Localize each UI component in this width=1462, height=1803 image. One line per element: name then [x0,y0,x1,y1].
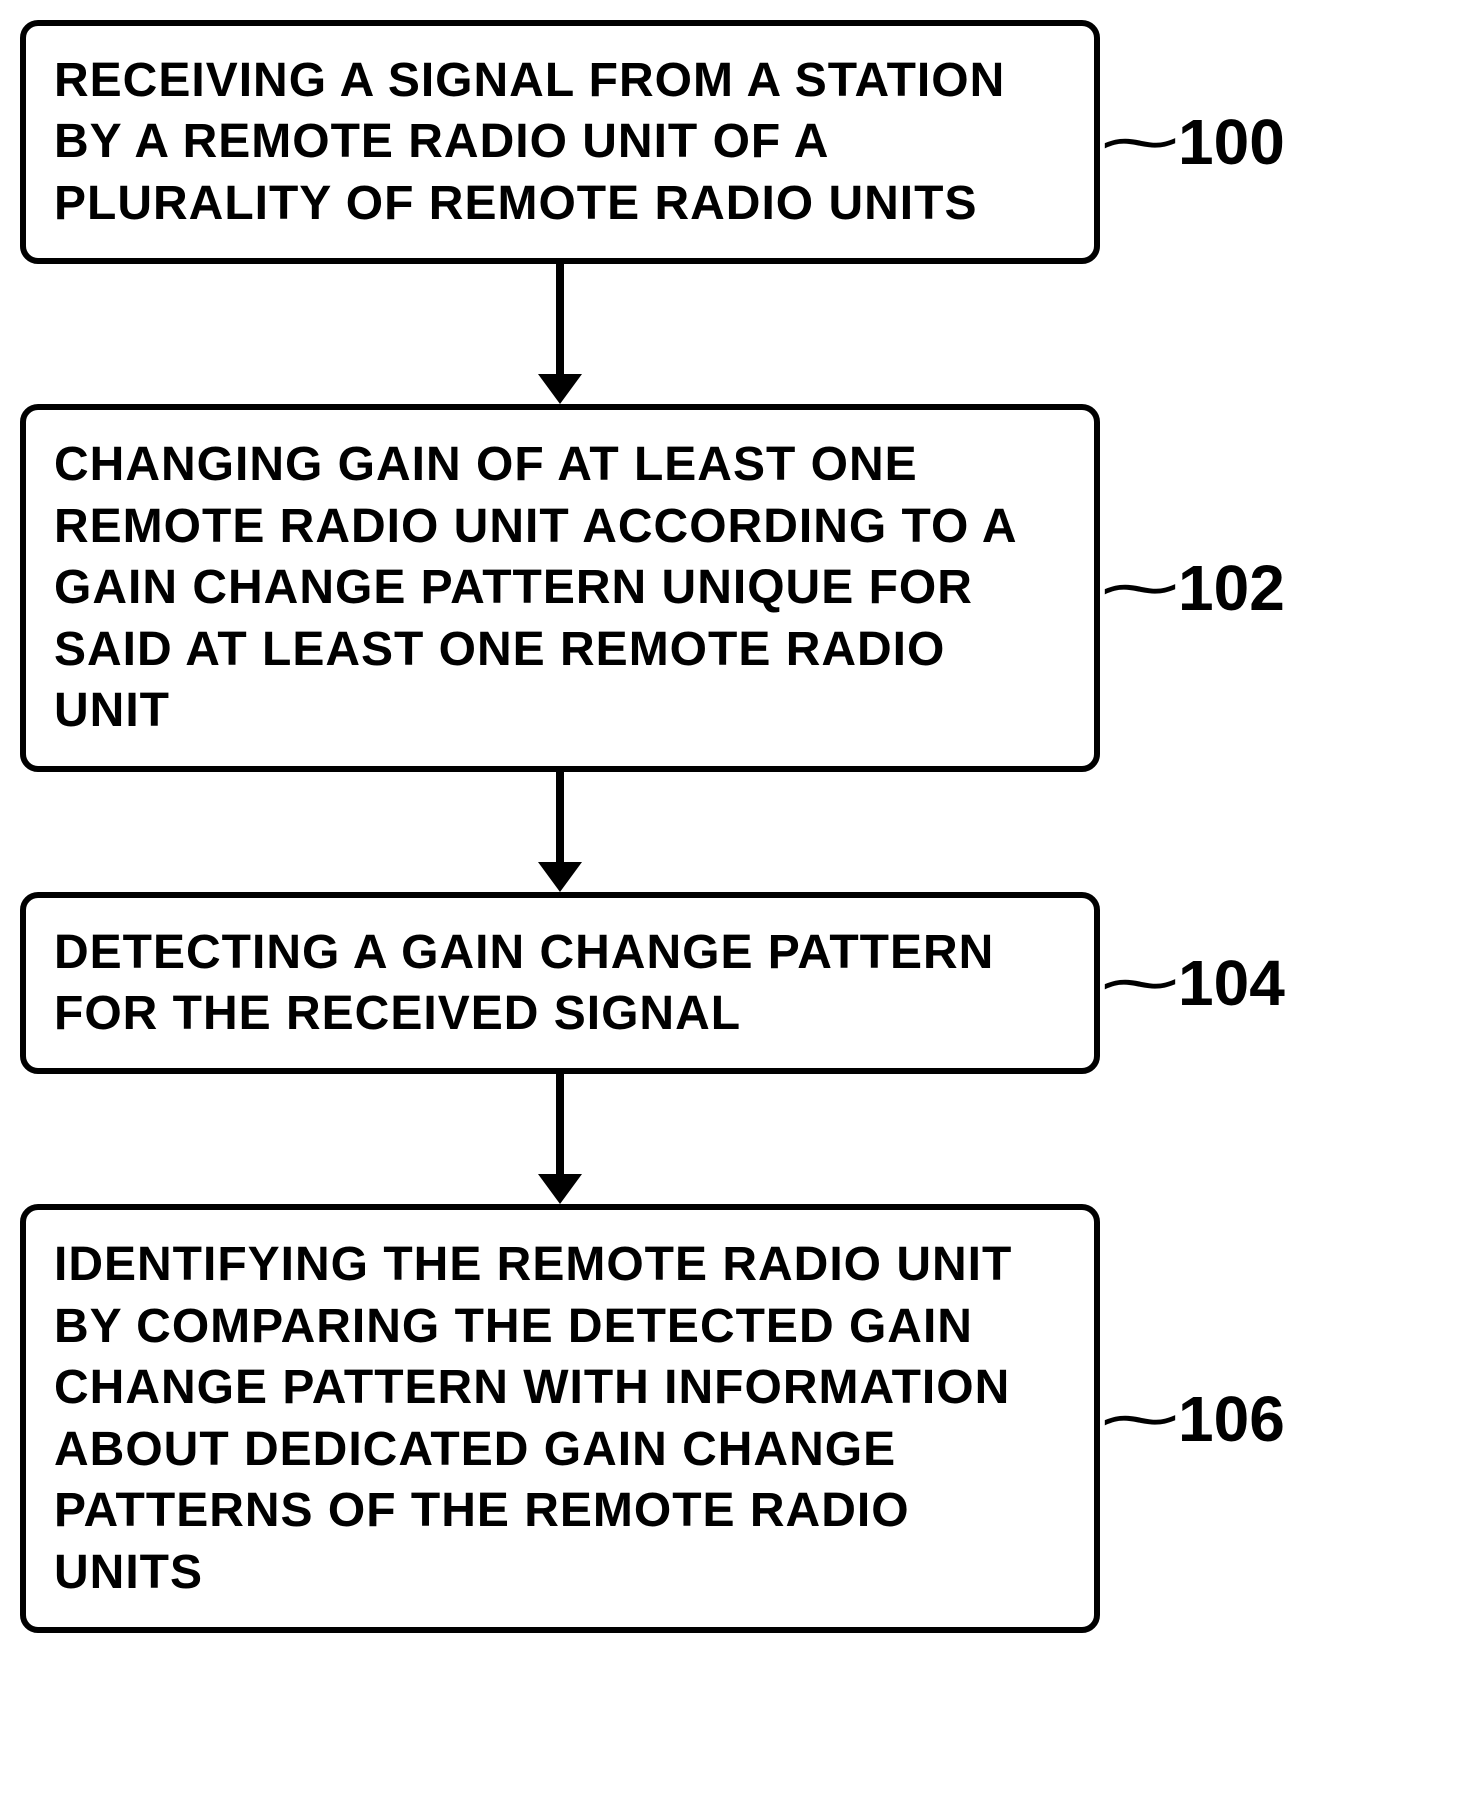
step-box-1: CHANGING GAIN OF AT LEAST ONE REMOTE RAD… [20,404,1100,771]
arrow-0 [538,264,582,404]
step-label-2: 104 [1178,946,1285,1020]
step-row-0: RECEIVING A SIGNAL FROM A STATION BY A R… [20,20,1285,264]
step-text-3: IDENTIFYING THE REMOTE RADIO UNIT BY COM… [54,1234,1066,1603]
arrow-line-2 [556,1074,564,1174]
curve-mark-3: ⁓ [1101,1384,1179,1454]
arrow-line-0 [556,264,564,374]
step-text-0: RECEIVING A SIGNAL FROM A STATION BY A R… [54,50,1066,234]
arrow-head-icon [538,862,582,892]
arrow-line-1 [556,772,564,862]
arrow-head-icon [538,374,582,404]
label-group-2: ⁓ 104 [1110,946,1285,1020]
step-row-2: DETECTING A GAIN CHANGE PATTERN FOR THE … [20,892,1285,1075]
label-group-3: ⁓ 106 [1110,1382,1285,1456]
curve-mark-0: ⁓ [1101,107,1179,177]
step-box-3: IDENTIFYING THE REMOTE RADIO UNIT BY COM… [20,1204,1100,1633]
step-row-1: CHANGING GAIN OF AT LEAST ONE REMOTE RAD… [20,404,1285,771]
step-box-0: RECEIVING A SIGNAL FROM A STATION BY A R… [20,20,1100,264]
step-label-0: 100 [1178,105,1285,179]
arrow-wrap-2 [20,1074,1100,1204]
curve-mark-2: ⁓ [1101,948,1179,1018]
step-text-1: CHANGING GAIN OF AT LEAST ONE REMOTE RAD… [54,434,1066,741]
flowchart-container: RECEIVING A SIGNAL FROM A STATION BY A R… [20,20,1462,1633]
arrow-head-icon [538,1174,582,1204]
step-label-1: 102 [1178,551,1285,625]
label-group-0: ⁓ 100 [1110,105,1285,179]
step-label-3: 106 [1178,1382,1285,1456]
arrow-wrap-1 [20,772,1100,892]
label-group-1: ⁓ 102 [1110,551,1285,625]
curve-mark-1: ⁓ [1101,553,1179,623]
arrow-1 [538,772,582,892]
step-text-2: DETECTING A GAIN CHANGE PATTERN FOR THE … [54,922,1066,1045]
step-box-2: DETECTING A GAIN CHANGE PATTERN FOR THE … [20,892,1100,1075]
arrow-wrap-0 [20,264,1100,404]
step-row-3: IDENTIFYING THE REMOTE RADIO UNIT BY COM… [20,1204,1285,1633]
arrow-2 [538,1074,582,1204]
